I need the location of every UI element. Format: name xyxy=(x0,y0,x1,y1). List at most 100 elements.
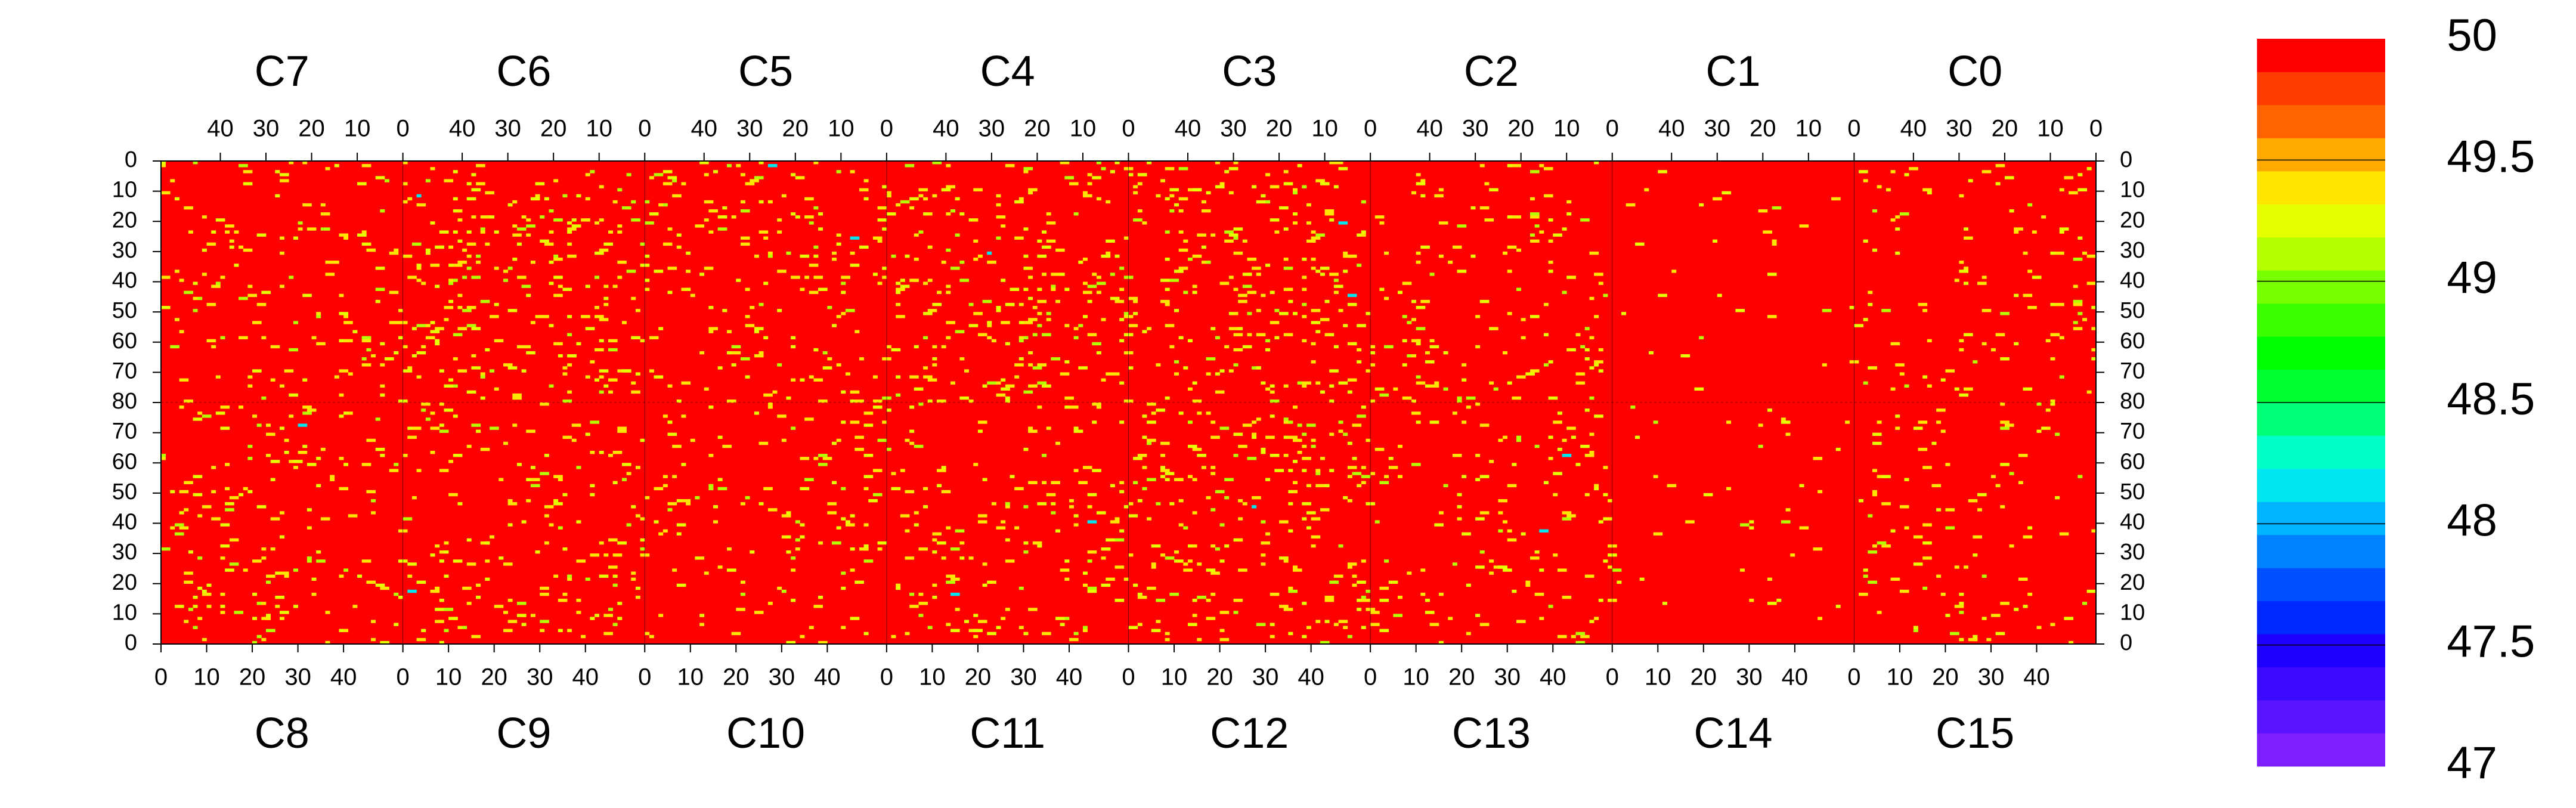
heatmap-cell xyxy=(854,580,864,584)
heatmap-cell xyxy=(1361,626,1366,629)
heatmap-cell xyxy=(813,275,823,279)
heatmap-cell xyxy=(494,339,504,343)
heatmap-cell xyxy=(1425,351,1430,355)
heatmap-cell xyxy=(435,339,440,343)
heatmap-cell xyxy=(631,390,640,394)
heatmap-cell xyxy=(1197,637,1202,642)
heatmap-cell xyxy=(1023,227,1029,231)
heatmap-cell xyxy=(339,629,344,633)
heatmap-cell xyxy=(1329,469,1335,472)
heatmap-cell xyxy=(1119,318,1125,321)
heatmap-cell xyxy=(818,640,828,645)
heatmap-cell xyxy=(676,233,682,237)
heatmap-cell xyxy=(704,571,709,575)
heatmap-cell xyxy=(795,215,800,219)
right-y-tick-label: 50 xyxy=(2120,298,2145,323)
heatmap-cell xyxy=(416,351,426,355)
heatmap-cell xyxy=(2073,302,2083,307)
heatmap-cell xyxy=(818,463,828,466)
heatmap-cell xyxy=(1571,348,1576,352)
heatmap-cell xyxy=(1142,466,1147,469)
heatmap-cell xyxy=(507,499,513,503)
heatmap-cell xyxy=(1489,571,1494,575)
bottom-x-tick-label: 40 xyxy=(1298,664,1324,691)
heatmap-cell xyxy=(717,478,723,481)
heatmap-cell xyxy=(1252,435,1257,439)
heatmap-cell xyxy=(818,287,828,291)
heatmap-cell xyxy=(507,267,513,270)
heatmap-cell xyxy=(306,526,312,530)
heatmap-cell xyxy=(1785,432,1791,436)
heatmap-cell xyxy=(767,403,773,406)
right-y-tick-label: 10 xyxy=(2120,178,2145,203)
heatmap-cell xyxy=(950,381,955,385)
heatmap-cell xyxy=(1311,444,1316,448)
top-x-tick-label: 10 xyxy=(344,116,371,142)
heatmap-cell xyxy=(832,481,837,484)
heatmap-cell xyxy=(1543,333,1549,336)
heatmap-cell xyxy=(471,215,476,219)
heatmap-cell xyxy=(1922,523,1932,527)
heatmap-cell xyxy=(800,523,805,527)
heatmap-cell xyxy=(923,197,928,201)
heatmap-cell xyxy=(905,164,915,168)
heatmap-cell xyxy=(1964,333,1973,336)
heatmap-cell xyxy=(2050,302,2055,307)
heatmap-cell xyxy=(1233,363,1239,367)
heatmap-cell xyxy=(435,284,440,288)
heatmap-cell xyxy=(306,227,317,231)
heatmap-cell xyxy=(1379,599,1389,602)
heatmap-cell xyxy=(777,414,787,418)
heatmap-cell xyxy=(444,179,454,182)
heatmap-cell xyxy=(649,634,654,639)
heatmap-cell xyxy=(1042,502,1047,506)
heatmap-cell xyxy=(284,451,289,454)
heatmap-cell xyxy=(553,342,563,346)
heatmap-cell xyxy=(2014,342,2019,346)
left-y-tick-label: 70 xyxy=(112,419,137,444)
heatmap-cell xyxy=(476,164,485,168)
heatmap-cell xyxy=(289,275,294,279)
heatmap-cell xyxy=(1429,420,1439,424)
heatmap-cell xyxy=(872,399,883,403)
heatmap-cell xyxy=(202,589,207,593)
heatmap-cell xyxy=(767,251,773,255)
heatmap-cell xyxy=(1096,290,1101,295)
heatmap-cell xyxy=(1028,318,1038,321)
heatmap-cell xyxy=(485,559,490,563)
heatmap-cell xyxy=(1228,275,1234,279)
heatmap-cell xyxy=(932,532,942,536)
heatmap-cell xyxy=(1973,637,1978,642)
heatmap-cell xyxy=(754,327,764,330)
heatmap-cell xyxy=(1872,441,1882,445)
heatmap-cell xyxy=(727,330,732,333)
heatmap-cell xyxy=(553,502,563,506)
heatmap-cell xyxy=(540,239,549,243)
heatmap-cell xyxy=(476,583,481,587)
heatmap-cell xyxy=(2050,333,2060,336)
heatmap-cell xyxy=(234,230,239,234)
heatmap-cell xyxy=(1913,626,1918,629)
top-x-tick-label: 40 xyxy=(933,116,959,142)
heatmap-cell xyxy=(1123,577,1129,581)
heatmap-cell xyxy=(786,640,796,645)
heatmap-cell xyxy=(818,227,823,231)
heatmap-cell xyxy=(1274,309,1280,312)
heatmap-cell xyxy=(1210,435,1216,439)
heatmap-cell xyxy=(1370,623,1380,626)
heatmap-cell xyxy=(407,366,413,370)
heatmap-cell xyxy=(416,324,426,327)
heatmap-cell xyxy=(270,547,275,551)
heatmap-cell xyxy=(174,197,179,201)
heatmap-cell xyxy=(1028,188,1038,191)
heatmap-cell xyxy=(1014,200,1024,204)
heatmap-cell xyxy=(1384,475,1389,478)
heatmap-cell xyxy=(1338,167,1348,171)
heatmap-cell xyxy=(1261,541,1271,545)
heatmap-cell xyxy=(1945,463,1950,466)
heatmap-cell xyxy=(302,405,312,409)
heatmap-cell xyxy=(996,236,1001,240)
heatmap-cell xyxy=(1995,631,2005,636)
heatmap-cell xyxy=(1265,435,1275,439)
heatmap-cell xyxy=(987,580,992,584)
